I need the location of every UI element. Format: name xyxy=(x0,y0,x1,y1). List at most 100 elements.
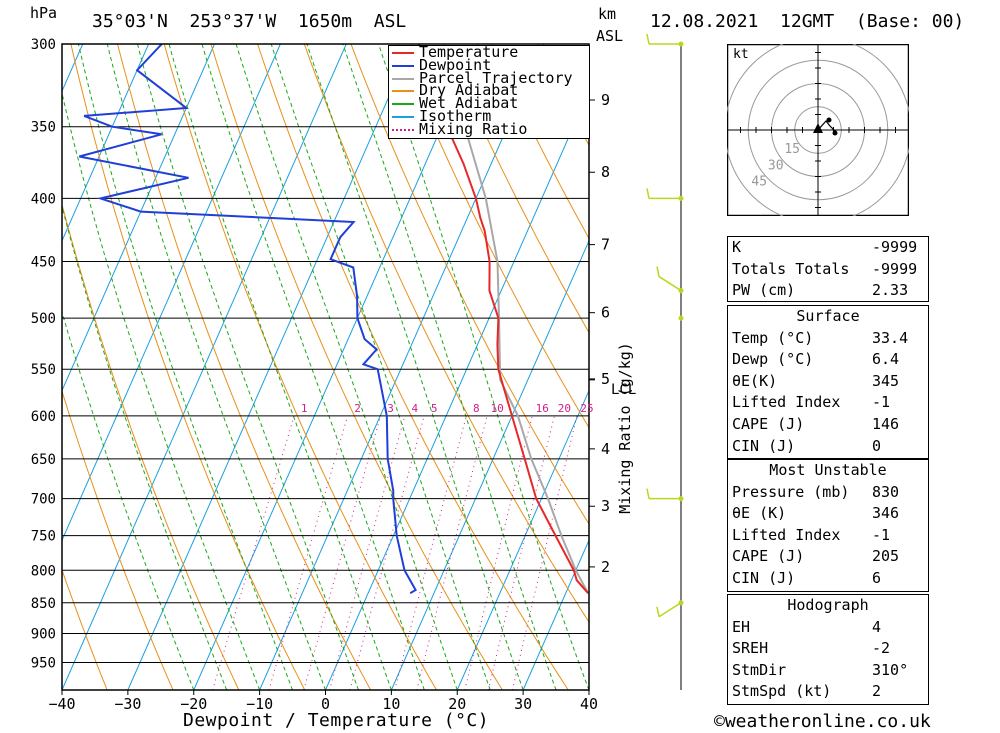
isotherm-line xyxy=(62,44,215,392)
parcel-trajectory-series-line xyxy=(448,78,589,594)
pressure-tick-label: 400 xyxy=(31,191,56,207)
surface-temp-value: 33.4 xyxy=(872,328,909,347)
k-index-value: -9999 xyxy=(872,238,918,256)
wet-adiabat-line xyxy=(235,44,458,690)
legend-label: Dry Adiabat xyxy=(419,81,519,100)
stmspd-value: 2 xyxy=(872,682,882,701)
wet-adiabat-line xyxy=(306,44,524,690)
stmdir-value: 310° xyxy=(872,660,909,679)
dewpoint-series-line xyxy=(79,44,417,595)
storm-motion-marker xyxy=(813,123,823,133)
pressure-tick-label: 500 xyxy=(31,311,56,327)
plot-frame xyxy=(61,43,590,691)
pressure-tick-label: 850 xyxy=(31,596,56,612)
wind-barb-flag xyxy=(646,33,650,45)
copyright-link[interactable]: ©weatheronline.co.uk xyxy=(714,711,931,732)
dry-adiabat-line xyxy=(350,44,589,525)
pressure-tick-label: 800 xyxy=(31,563,56,579)
legend-label: Mixing Ratio xyxy=(419,119,528,138)
hodograph-ring-label: 30 xyxy=(768,158,784,173)
isotherm-line xyxy=(390,239,589,690)
location-title: 35°03'N 253°37'W 1650m ASL xyxy=(92,11,407,32)
dry-adiabat-line xyxy=(257,44,569,690)
mixing-ratio-line xyxy=(511,415,578,690)
legend-item: Mixing Ratio xyxy=(389,119,589,138)
height-unit-asl: ASL xyxy=(596,27,624,45)
totals-totals-label: Totals Totals xyxy=(732,259,850,278)
legend-swatch xyxy=(392,90,414,93)
pressure-tick-label: 650 xyxy=(31,452,56,468)
mixing-ratio-label: 20 xyxy=(558,402,571,415)
height-tick-label: 6 xyxy=(601,304,610,322)
pressure-tick-label: 950 xyxy=(31,655,56,671)
wind-barb-flag xyxy=(656,606,660,617)
height-tick-label: 3 xyxy=(601,497,610,515)
surface-cape-label: CAPE (J) xyxy=(732,414,805,433)
mixing-ratio-label: 5 xyxy=(431,402,438,415)
hodograph-ring-label: 15 xyxy=(784,142,800,157)
dry-adiabat-line xyxy=(397,44,589,429)
isotherm-line xyxy=(588,688,589,690)
hodograph-ring-label: 45 xyxy=(751,175,767,190)
surface-panel: Surface Temp (°C) 33.4 Dewp (°C) 6.4 θE(K)… xyxy=(727,305,929,459)
mixing-ratio-label: 16 xyxy=(536,402,549,415)
hodograph-unit: kt xyxy=(733,47,749,62)
legend-item: Dewpoint xyxy=(389,55,589,74)
dry-adiabat-line xyxy=(62,202,240,690)
surface-dewp-label: Dewp (°C) xyxy=(732,350,814,369)
pressure-tick-label: 550 xyxy=(31,362,56,378)
isotherm-line xyxy=(127,44,413,690)
surface-temp-label: Temp (°C) xyxy=(732,328,814,347)
mixing-ratio-label: 2 xyxy=(354,402,361,415)
isotherm-line xyxy=(62,44,347,690)
mixing-ratio-line xyxy=(349,415,425,690)
sreh-value: -2 xyxy=(872,639,891,658)
legend: Temperature Dewpoint Parcel Trajectory Dry … xyxy=(388,45,590,139)
surface-li-value: -1 xyxy=(872,393,891,412)
mixing-ratio-label: 4 xyxy=(412,402,419,415)
isotherm-line xyxy=(0,44,17,690)
isotherm-line xyxy=(62,44,281,542)
x-tick-label: −20 xyxy=(180,695,207,713)
pressure-tick-label: 700 xyxy=(31,492,56,508)
legend-item: Dry Adiabat xyxy=(389,81,589,100)
mixing-ratio-line xyxy=(303,415,382,690)
lcl-label: LCL xyxy=(611,382,636,398)
legend-swatch xyxy=(392,64,414,67)
surface-cin-label: CIN (J) xyxy=(732,436,796,455)
surface-cape-value: 146 xyxy=(872,414,900,433)
mu-li-value: -1 xyxy=(872,525,891,544)
legend-label: Parcel Trajectory xyxy=(419,68,573,87)
wind-barb-flag xyxy=(646,188,650,199)
mixing-ratio-line xyxy=(329,415,406,690)
legend-label: Dewpoint xyxy=(419,55,492,74)
wet-adiabat-line xyxy=(270,44,491,690)
height-tick-label: 4 xyxy=(601,440,610,458)
height-tick-label: 9 xyxy=(601,91,610,109)
mixing-ratio-label: 3 xyxy=(387,402,394,415)
surface-li-label: Lifted Index xyxy=(732,393,841,412)
height-tick-label: 8 xyxy=(601,163,610,181)
skewt-chart: 1 2 3 4 5 8 10 16 20 2530035040045050055060065070… xyxy=(0,33,684,713)
isotherm-line xyxy=(259,44,545,690)
stmdir-label: StmDir xyxy=(732,660,787,679)
x-tick-label: 30 xyxy=(514,695,532,713)
wind-barb-shaft xyxy=(658,602,682,618)
most-unstable-panel: Most Unstable Pressure (mb) 830 θE (K) 346… xyxy=(727,459,929,592)
height-tick-label: 5 xyxy=(601,370,610,388)
x-tick-label: −40 xyxy=(48,695,75,713)
isotherm-line xyxy=(456,389,589,690)
mixing-ratio-label: 25 xyxy=(580,402,593,415)
x-tick-label: −30 xyxy=(114,695,141,713)
wet-adiabat-line xyxy=(378,44,589,690)
mu-cape-value: 205 xyxy=(872,547,900,566)
legend-label: Isotherm xyxy=(419,106,492,125)
hodograph-trace xyxy=(817,120,837,133)
legend-swatch xyxy=(392,52,414,54)
legend-item: Temperature xyxy=(389,45,589,60)
mixing-ratio-label: 8 xyxy=(473,402,480,415)
height-tick-label: 7 xyxy=(601,236,610,254)
pressure-tick-label: 900 xyxy=(31,626,56,642)
wet-adiabat-line xyxy=(168,44,392,690)
